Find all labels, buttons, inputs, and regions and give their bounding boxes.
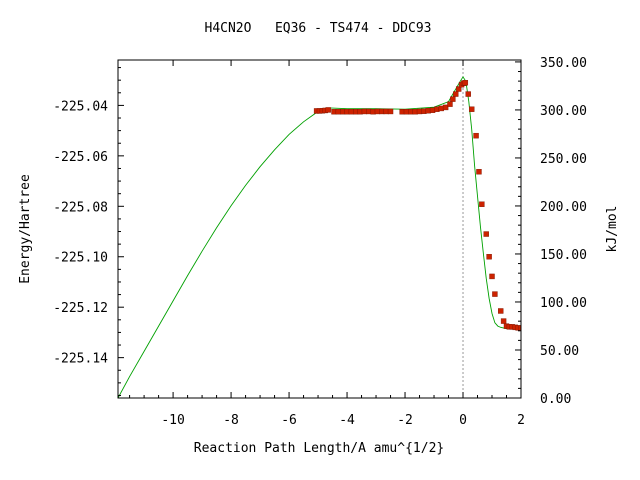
data-point	[518, 325, 521, 331]
data-point	[453, 91, 459, 97]
x-tick-label: -8	[223, 413, 239, 428]
x-tick-label: -2	[397, 413, 413, 428]
data-point	[500, 318, 507, 324]
y2-tick-label: 300.00	[540, 104, 587, 119]
data-point	[450, 96, 456, 102]
y2-tick-label: 200.00	[540, 200, 587, 215]
y-axis-label: Energy/Hartree	[18, 174, 33, 284]
x-tick-label: 0	[459, 413, 467, 428]
data-point	[455, 86, 462, 92]
y2-tick-label: 150.00	[540, 248, 587, 263]
y-tick-label: -225.14	[53, 352, 108, 367]
x-tick-label: -6	[281, 413, 297, 428]
data-point	[462, 79, 469, 86]
y2-axis-label: kJ/mol	[605, 206, 620, 253]
y2-tick-label: 100.00	[540, 296, 587, 311]
data-point	[486, 254, 492, 260]
chart-title: H4CN2O EQ36 - TS474 - DDC93	[205, 21, 432, 36]
data-point	[492, 291, 498, 297]
data-point	[489, 273, 495, 280]
data-point	[447, 101, 453, 107]
data-point	[465, 91, 471, 97]
plot-frame	[117, 59, 522, 399]
y2-tick-label: 350.00	[540, 56, 587, 71]
y2-tick-label: 50.00	[540, 344, 579, 359]
y-tick-label: -225.06	[53, 150, 108, 165]
data-point	[387, 108, 394, 115]
y-tick-label: -225.04	[53, 99, 108, 114]
y-tick-label: -225.10	[53, 251, 108, 266]
data-point	[479, 201, 485, 207]
data-point	[498, 308, 504, 314]
y2-tick-label: 0.00	[540, 392, 571, 407]
data-point	[473, 132, 479, 139]
y2-tick-label: 250.00	[540, 152, 587, 167]
x-tick-label: -10	[161, 413, 184, 428]
data-point	[476, 169, 482, 175]
irc-curve	[118, 76, 521, 398]
x-axis-label: Reaction Path Length/A amu^{1/2}	[194, 441, 444, 456]
data-point	[325, 107, 331, 113]
y-tick-label: -225.12	[53, 301, 108, 316]
x-tick-label: 2	[517, 413, 525, 428]
data-point	[442, 104, 449, 111]
data-point	[469, 106, 475, 112]
x-tick-label: -4	[339, 413, 355, 428]
data-point	[483, 231, 489, 237]
y-tick-label: -225.08	[53, 200, 108, 215]
